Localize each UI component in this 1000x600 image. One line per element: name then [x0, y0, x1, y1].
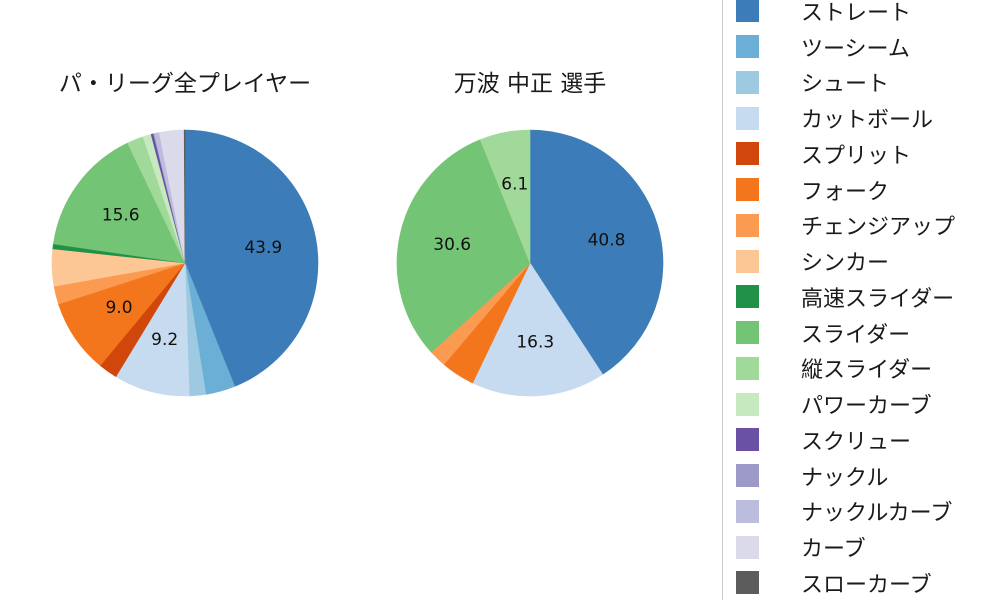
legend-item: シュート	[736, 65, 955, 101]
legend-item: スローカーブ	[736, 565, 955, 600]
legend-color-swatch	[736, 499, 759, 523]
legend-item: 縦スライダー	[736, 351, 955, 387]
legend-color-swatch	[736, 35, 759, 59]
legend-item: パワーカーブ	[736, 386, 955, 422]
legend-label: スプリット	[801, 143, 912, 169]
legend-color-swatch	[736, 178, 759, 202]
legend-label: スクリュー	[801, 429, 912, 455]
legend-label: フォーク	[801, 179, 890, 205]
legend-label: ナックルカーブ	[801, 501, 953, 527]
pie-chart-player: 40.8 16.3 30.6 6.1	[396, 129, 664, 397]
legend-label: パワーカーブ	[801, 394, 932, 420]
legend-label: カーブ	[801, 537, 866, 563]
legend-color-swatch	[736, 428, 759, 452]
legend-item: ナックル	[736, 458, 955, 494]
pie-value-label: 9.0	[105, 298, 132, 318]
legend-label: チェンジアップ	[801, 215, 956, 241]
legend-label: シュート	[801, 72, 890, 98]
legend-color-swatch	[736, 464, 759, 488]
legend-label: スローカーブ	[801, 572, 932, 598]
legend-item: スプリット	[736, 136, 955, 172]
pie-value-label: 9.2	[151, 330, 178, 350]
pie-value-label: 43.9	[244, 238, 282, 258]
pie-slice	[479, 129, 531, 264]
pie-slice	[184, 129, 319, 387]
legend-color-swatch	[736, 321, 759, 345]
pie-value-label: 40.8	[588, 230, 626, 250]
legend-label: ツーシーム	[801, 36, 910, 62]
legend-item: スライダー	[736, 315, 955, 351]
pie-value-label: 6.1	[501, 175, 528, 195]
legend-color-swatch	[736, 356, 759, 380]
pie-slice	[472, 262, 603, 397]
pie-title-league: パ・リーグ全プレイヤー	[58, 71, 312, 97]
pie-value-label: 30.6	[433, 235, 471, 255]
legend-item: チェンジアップ	[736, 208, 955, 244]
legend-item: ナックルカーブ	[736, 494, 955, 530]
legend-color-swatch	[736, 0, 759, 23]
pie-chart-league: 43.9 9.2 9.0 15.6	[51, 129, 319, 397]
legend: ストレートツーシームシュートカットボール スプリットフォークチェンジアップ シンカー…	[722, 0, 1000, 600]
legend-item: ツーシーム	[736, 29, 955, 65]
legend-label: 高速スライダー	[801, 286, 955, 312]
legend-item: 高速スライダー	[736, 279, 955, 315]
pie-value-label: 15.6	[102, 206, 140, 226]
legend-color-swatch	[736, 249, 759, 273]
legend-item: カットボール	[736, 100, 955, 136]
legend-label: スライダー	[801, 322, 911, 348]
legend-color-swatch	[736, 213, 759, 237]
pie-slice	[183, 129, 186, 264]
legend-item: シンカー	[736, 243, 955, 279]
pie-slice	[53, 142, 186, 264]
legend-color-swatch	[736, 106, 759, 130]
pie-title-player: 万波 中正 選手	[453, 71, 607, 97]
legend-item: ストレート	[736, 0, 955, 29]
legend-color-swatch	[736, 571, 759, 595]
legend-color-swatch	[736, 535, 759, 559]
legend-item: スクリュー	[736, 422, 955, 458]
legend-color-swatch	[736, 392, 759, 416]
pie-value-label: 16.3	[516, 333, 554, 353]
legend-label: カットボール	[801, 108, 934, 134]
legend-label: ストレート	[801, 0, 912, 26]
legend-color-swatch	[736, 142, 759, 166]
legend-label: ナックル	[801, 465, 889, 491]
pie-slice	[396, 139, 531, 353]
legend-label: シンカー	[801, 251, 890, 277]
legend-color-swatch	[736, 285, 759, 309]
pie-slice	[529, 129, 664, 375]
legend-item: カーブ	[736, 529, 955, 565]
legend-label: 縦スライダー	[801, 358, 933, 384]
legend-items: ストレートツーシームシュートカットボール スプリットフォークチェンジアップ シンカー…	[736, 0, 955, 600]
legend-color-swatch	[736, 70, 759, 94]
legend-item: フォーク	[736, 172, 955, 208]
